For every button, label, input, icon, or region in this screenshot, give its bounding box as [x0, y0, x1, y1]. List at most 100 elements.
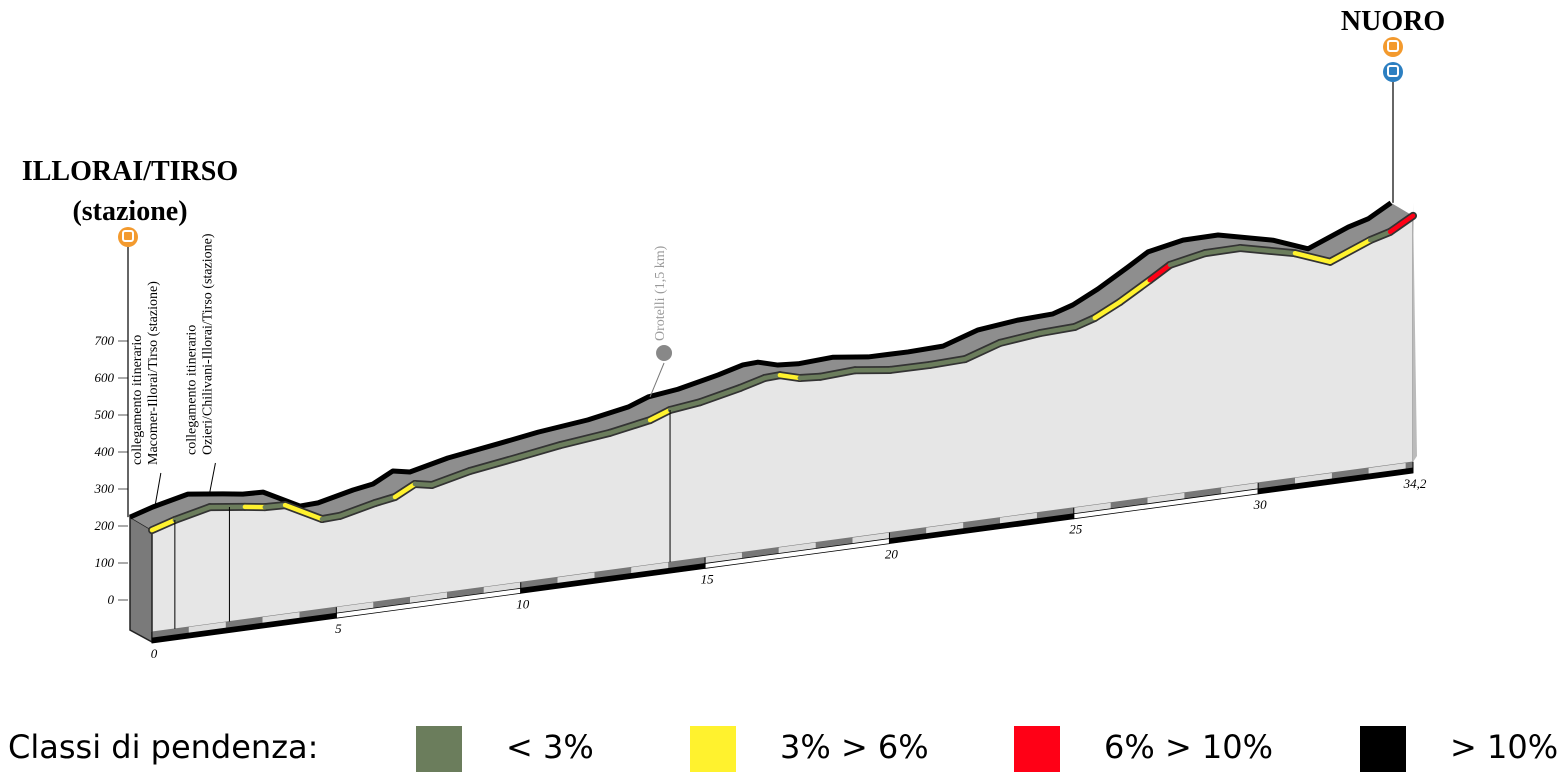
grade-segment [372, 494, 398, 506]
y-tick-label: 700 [95, 333, 115, 348]
base-km [262, 612, 300, 624]
grade-segment [997, 330, 1043, 346]
grade-segment [1387, 213, 1416, 235]
profile-face [151, 214, 1414, 633]
station-icon-glyph [122, 230, 134, 242]
grade-segment [647, 407, 673, 423]
legend-swatch [416, 726, 462, 772]
legend-label: 3% > 6% [780, 728, 929, 766]
legend-swatch [1360, 726, 1406, 772]
grade-segment [927, 356, 968, 368]
base-km [446, 587, 484, 599]
base-km [1221, 482, 1259, 494]
grade-segment [1367, 229, 1393, 243]
base-km [815, 537, 853, 549]
base-km [1184, 487, 1222, 499]
grade-segment [762, 372, 783, 381]
grade-segment [697, 385, 743, 405]
x-tick-label: 10 [516, 596, 530, 611]
annotation-label: Ozieri/Chilivani-Illorai/Tirso (stazione… [200, 233, 215, 455]
base-km [1405, 462, 1413, 470]
y-tick-label: 100 [95, 555, 115, 570]
grade-segment [517, 442, 563, 460]
legend-swatch [690, 726, 736, 772]
base-km [410, 592, 447, 604]
base-km [1258, 477, 1296, 489]
base-km [1147, 492, 1185, 504]
annotation-label: collegamento itinerario [184, 325, 199, 455]
y-tick-label: 0 [108, 592, 115, 607]
x-tick-label: 15 [701, 571, 715, 586]
grade-segment [172, 504, 213, 523]
grade-segment [319, 513, 343, 522]
grade-segment [1072, 315, 1098, 330]
base-km [889, 527, 927, 539]
annotation-label: Macomer-Illorai/Tirso (stazione) [146, 281, 161, 465]
grade-segment [1237, 245, 1298, 256]
base-km [778, 542, 816, 554]
grade-segment [777, 372, 803, 381]
grade-segment [467, 454, 523, 474]
base-km [594, 567, 632, 579]
grade-segment [1117, 277, 1152, 305]
grade-segment [412, 481, 435, 488]
grade-segment [392, 481, 418, 500]
base-km [1110, 497, 1148, 509]
base-km [926, 522, 964, 534]
grade-segment [817, 367, 858, 380]
grade-segment [1147, 262, 1173, 283]
base-km [152, 627, 189, 638]
end-wall [1413, 202, 1417, 463]
x-tick-label: 34,2 [1403, 476, 1427, 491]
legend-label: > 10% [1450, 728, 1558, 766]
y-tick-label: 500 [95, 407, 115, 422]
leader [208, 462, 216, 495]
grade-segment [1327, 237, 1373, 265]
base-km [299, 607, 337, 619]
base-km [741, 547, 779, 559]
y-tick-label: 300 [94, 481, 115, 496]
profile-back-edge [128, 200, 1393, 520]
grade-segment [887, 362, 933, 373]
base-km [668, 557, 706, 569]
base-km [483, 582, 521, 594]
base-km [1368, 463, 1406, 474]
base-km [1000, 512, 1037, 524]
grade-segment [797, 374, 823, 381]
legend-label: < 3% [506, 728, 594, 766]
grade-segment [337, 500, 378, 519]
grade-segment [667, 399, 703, 413]
y-tick-label: 200 [95, 518, 115, 533]
x-tick-label: 5 [335, 621, 342, 636]
base-km [705, 552, 742, 564]
legend-title: Classi di pendenza: [8, 728, 318, 766]
x-tick-label: 20 [885, 547, 899, 562]
annotation-label: Orotelli (1,5 km) [653, 245, 668, 341]
leader [649, 362, 665, 398]
place-label: ILLORAI/TIRSO [22, 156, 238, 187]
base-km [1331, 467, 1369, 479]
grade-segment [149, 517, 178, 533]
x-tick-label: 25 [1069, 522, 1083, 537]
grade-segment [1092, 299, 1123, 321]
grade-segment [1167, 250, 1208, 268]
base-km [1295, 472, 1332, 484]
grade-segment [607, 417, 653, 436]
base-km [336, 602, 374, 614]
station-icon-glyph [1387, 65, 1399, 77]
grade-segment [262, 502, 288, 510]
x-tick-label: 0 [151, 646, 158, 661]
base-km [852, 532, 890, 544]
grade-segment [557, 430, 613, 448]
y-tick-label: 400 [95, 444, 115, 459]
base-km [631, 562, 669, 574]
base-km [188, 622, 226, 634]
place-label: (stazione) [72, 196, 187, 227]
leader [154, 472, 162, 508]
x-tick-label: 30 [1253, 497, 1268, 512]
grade-segment [1037, 324, 1078, 336]
base-km [373, 597, 411, 609]
grade-segment [282, 502, 325, 522]
grade-segment [1292, 250, 1333, 265]
base-km [1073, 502, 1111, 514]
